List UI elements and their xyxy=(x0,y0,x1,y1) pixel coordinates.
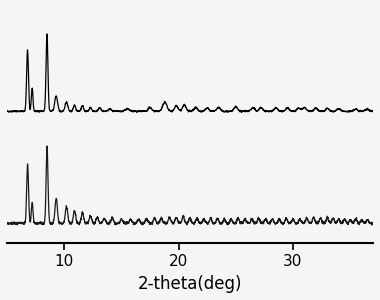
X-axis label: 2-theta(deg): 2-theta(deg) xyxy=(138,275,242,293)
